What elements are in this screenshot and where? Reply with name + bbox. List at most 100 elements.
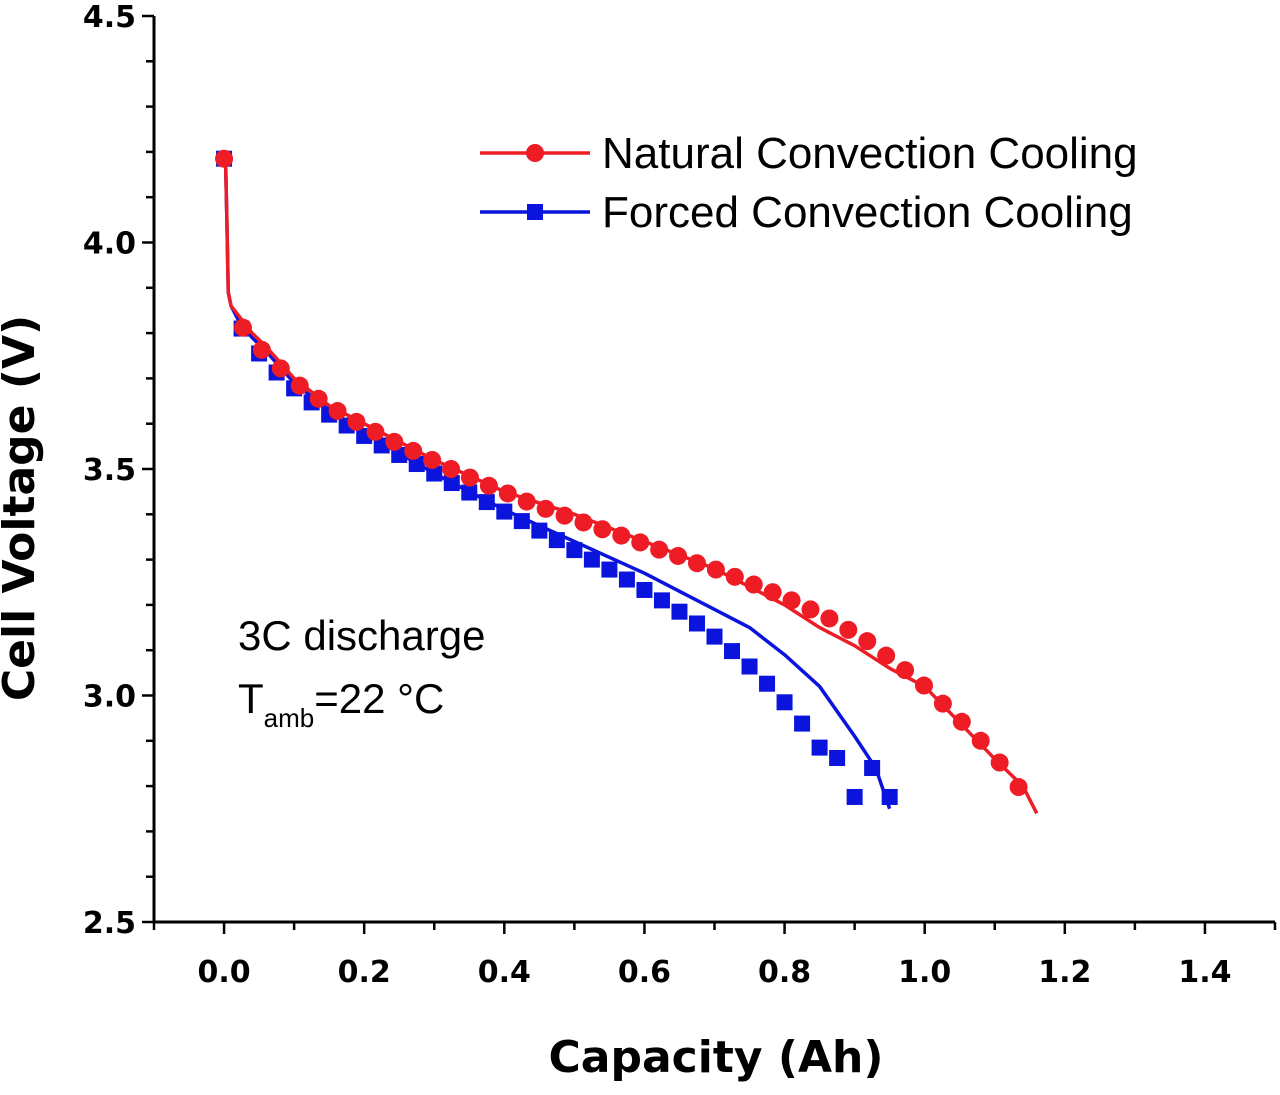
data-point xyxy=(215,149,234,168)
data-point xyxy=(391,446,408,463)
legend-marker xyxy=(527,204,543,220)
data-point xyxy=(252,340,271,359)
data-point xyxy=(782,591,801,610)
data-point xyxy=(933,694,952,713)
data-point xyxy=(309,389,328,408)
data-point xyxy=(498,484,517,503)
data-point xyxy=(688,615,705,632)
data-point xyxy=(385,432,404,451)
data-point xyxy=(971,731,990,750)
data-point xyxy=(612,526,631,545)
plot-area xyxy=(215,149,1039,815)
data-point xyxy=(881,788,898,805)
data-point xyxy=(706,560,725,579)
y-tick-label: 3.5 xyxy=(83,453,136,488)
data-point xyxy=(347,412,366,431)
data-point xyxy=(631,533,650,552)
data-point xyxy=(820,609,839,628)
data-point xyxy=(952,712,971,731)
annotation: 3C discharge Tamb=22 °C xyxy=(238,612,485,733)
data-point xyxy=(555,506,574,525)
data-point xyxy=(801,600,820,619)
data-point xyxy=(290,376,309,395)
data-point xyxy=(839,620,858,639)
annotation-temperature: =22 °C xyxy=(314,675,444,722)
data-point xyxy=(408,456,425,473)
data-point xyxy=(496,503,513,520)
data-point xyxy=(763,583,782,602)
data-point xyxy=(593,520,612,539)
data-point xyxy=(583,551,600,568)
legend: Natural Convection Cooling Forced Convect… xyxy=(480,129,1138,237)
data-point xyxy=(460,468,479,487)
data-point xyxy=(1009,778,1028,797)
y-tick-label: 4.5 xyxy=(83,0,136,35)
x-tick-label: 1.4 xyxy=(1178,955,1231,990)
data-point xyxy=(811,739,828,756)
annotation-subscript: amb xyxy=(264,703,315,733)
data-point xyxy=(423,450,442,469)
data-point xyxy=(566,542,583,559)
data-point xyxy=(724,643,741,660)
data-point xyxy=(864,759,881,776)
data-point xyxy=(478,494,495,511)
x-tick-label: 0.0 xyxy=(197,955,250,990)
legend-label: Forced Convection Cooling xyxy=(602,188,1133,237)
data-point xyxy=(896,661,915,680)
data-point xyxy=(776,694,793,711)
data-point xyxy=(366,422,385,441)
annotation-t: T xyxy=(238,675,264,722)
data-point xyxy=(636,581,653,598)
data-point xyxy=(653,592,670,609)
x-tick-label: 0.4 xyxy=(478,955,531,990)
y-tick-label: 2.5 xyxy=(83,906,136,941)
y-axis-title: Cell Voltage (V) xyxy=(0,315,45,701)
data-point xyxy=(846,788,863,805)
data-point xyxy=(618,571,635,588)
data-point xyxy=(517,492,536,511)
y-tick-label: 3.0 xyxy=(83,680,136,715)
data-point xyxy=(877,646,896,665)
data-point xyxy=(404,441,423,460)
data-point xyxy=(442,460,461,478)
data-point xyxy=(328,402,347,421)
x-tick-label: 0.8 xyxy=(758,955,811,990)
axes: 0.0 0.2 0.4 0.6 0.8 1.0 1.2 1.4 2.5 3.0 3.5 4.0 4.5 xyxy=(83,0,1277,990)
data-point xyxy=(443,475,460,492)
legend-label: Natural Convection Cooling xyxy=(602,129,1138,178)
data-point xyxy=(759,675,776,692)
data-point xyxy=(829,750,846,767)
data-point xyxy=(233,318,252,337)
data-point xyxy=(531,522,548,539)
data-point xyxy=(461,484,478,501)
annotation-line-2: Tamb=22 °C xyxy=(238,675,444,733)
data-point xyxy=(548,532,565,549)
data-point xyxy=(744,575,763,594)
data-point xyxy=(858,632,877,651)
data-point xyxy=(426,465,443,482)
data-point xyxy=(513,513,530,530)
data-point xyxy=(687,554,706,573)
data-point xyxy=(914,676,933,695)
series-natural-convection xyxy=(215,149,1039,815)
x-tick-label: 0.6 xyxy=(618,955,671,990)
x-axis-title: Capacity (Ah) xyxy=(549,1032,884,1083)
data-point xyxy=(706,628,723,645)
x-tick-label: 0.2 xyxy=(338,955,391,990)
data-point xyxy=(990,753,1009,772)
y-tick-label: 4.0 xyxy=(83,227,136,262)
data-point xyxy=(574,513,593,532)
data-point xyxy=(671,603,688,620)
data-point xyxy=(271,359,290,378)
legend-marker xyxy=(526,144,544,162)
data-point xyxy=(650,540,669,559)
data-point xyxy=(601,561,618,578)
data-point xyxy=(794,715,811,732)
data-point xyxy=(725,567,744,586)
data-point xyxy=(741,658,758,675)
annotation-line-1: 3C discharge xyxy=(238,612,485,659)
data-point xyxy=(536,499,555,518)
data-point xyxy=(669,546,688,565)
x-tick-label: 1.2 xyxy=(1038,955,1091,990)
